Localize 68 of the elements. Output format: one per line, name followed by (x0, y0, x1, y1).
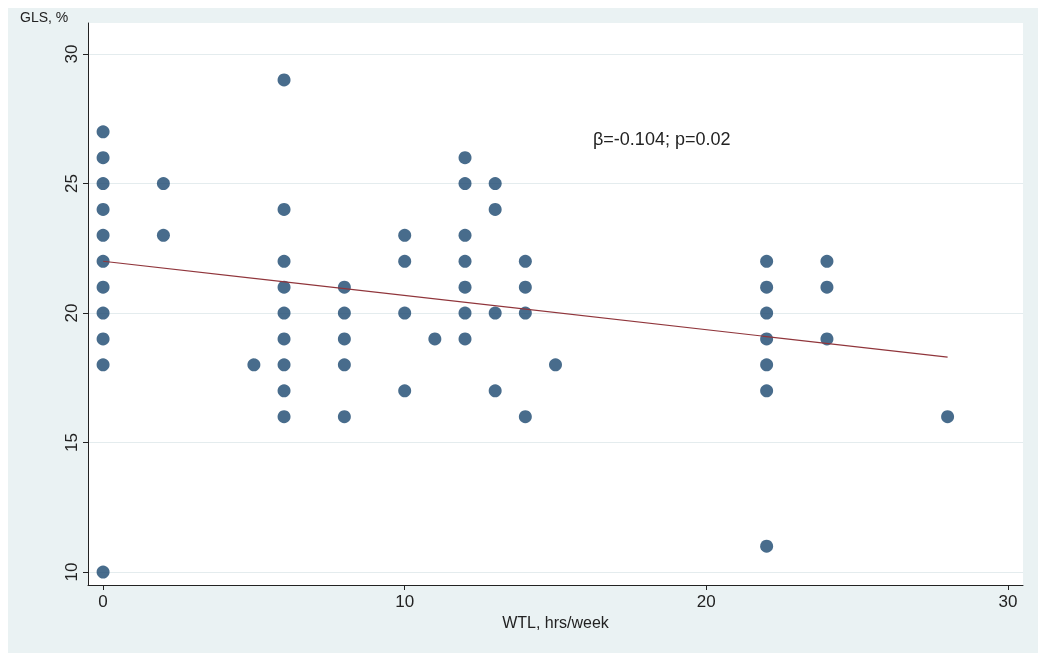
point (398, 384, 412, 398)
point (277, 202, 291, 216)
point (337, 410, 351, 424)
point (458, 306, 472, 320)
point (760, 280, 774, 294)
point (518, 280, 532, 294)
y-tick-label: 10 (62, 562, 81, 582)
point (277, 358, 291, 372)
point (277, 254, 291, 268)
point (96, 565, 110, 579)
point (488, 306, 502, 320)
point (488, 202, 502, 216)
y-axis-title: GLS, % (20, 9, 69, 25)
point (428, 332, 442, 346)
point (760, 254, 774, 268)
point (96, 332, 110, 346)
y-tick-label: 20 (62, 303, 81, 323)
point (398, 254, 412, 268)
point (156, 228, 170, 242)
point (96, 202, 110, 216)
point (518, 410, 532, 424)
point (277, 280, 291, 294)
point (458, 151, 472, 165)
point (96, 177, 110, 191)
point (156, 177, 170, 191)
point (458, 332, 472, 346)
point (820, 280, 834, 294)
point (549, 358, 562, 372)
point (337, 306, 351, 320)
y-tick-label: 15 (62, 433, 81, 453)
point (96, 228, 110, 242)
x-axis-title: WTL, hrs/week (502, 614, 610, 632)
point (488, 177, 502, 191)
x-tick-label: 10 (395, 592, 415, 611)
point (760, 306, 774, 320)
point (337, 332, 351, 346)
point (398, 306, 412, 320)
point (458, 254, 472, 268)
point (760, 358, 774, 372)
point (277, 306, 291, 320)
point (277, 410, 291, 424)
x-tick-label: 0 (98, 592, 108, 611)
point (458, 177, 472, 191)
point (277, 384, 291, 398)
point (96, 358, 110, 372)
point (247, 358, 261, 372)
point (760, 539, 774, 553)
point (96, 306, 110, 320)
y-tick-label: 30 (62, 44, 81, 64)
point (337, 358, 351, 372)
point (96, 280, 110, 294)
point (96, 151, 110, 165)
point (760, 384, 774, 398)
point (458, 228, 472, 242)
point (458, 280, 472, 294)
x-tick-label: 20 (696, 592, 716, 611)
point (277, 332, 291, 346)
point (277, 73, 291, 87)
point (820, 254, 834, 268)
point (398, 228, 412, 242)
point (96, 125, 110, 139)
point (96, 254, 110, 268)
x-tick-label: 30 (998, 592, 1018, 611)
point (488, 384, 502, 398)
point (518, 254, 532, 268)
y-tick-label: 25 (62, 174, 81, 194)
point (941, 410, 955, 424)
annotation: β=-0.104; p=0.02 (593, 129, 731, 149)
